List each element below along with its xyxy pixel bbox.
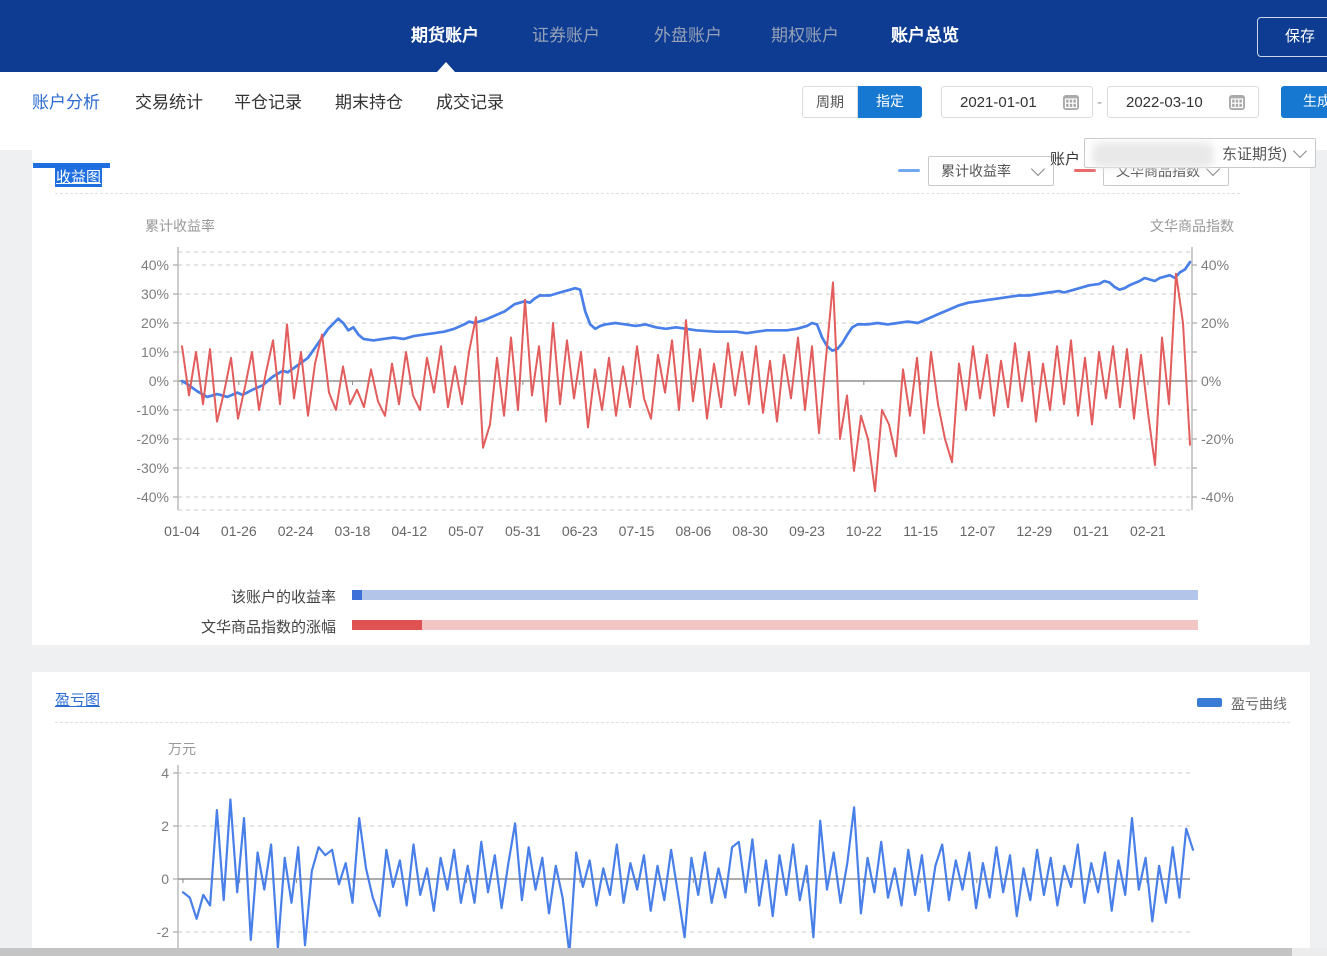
calendar-icon[interactable] xyxy=(1062,93,1080,111)
pnl-chart-svg[interactable]: 4 2 0 -2 xyxy=(32,730,1310,948)
account-visible-text: 东证期货) xyxy=(1222,145,1287,163)
topnav-tab-overview[interactable]: 账户总览 xyxy=(891,26,959,45)
subnav-tab-closed-positions[interactable]: 平仓记录 xyxy=(234,93,302,112)
account-select[interactable]: 东证期货) xyxy=(1084,138,1316,168)
svg-text:02-24: 02-24 xyxy=(278,523,314,539)
income-scrollbar-account[interactable] xyxy=(352,590,1198,600)
svg-text:04-12: 04-12 xyxy=(391,523,427,539)
svg-text:06-23: 06-23 xyxy=(562,523,598,539)
svg-text:0: 0 xyxy=(161,871,169,887)
account-name-blurred xyxy=(1092,142,1214,168)
svg-text:-40%: -40% xyxy=(136,489,169,505)
pnl-section-title[interactable]: 盈亏图 xyxy=(55,692,101,709)
pnl-legend-label: 盈亏曲线 xyxy=(1231,696,1287,712)
top-navbar: 期货账户 证券账户 外盘账户 期权账户 账户总览 保存 xyxy=(0,0,1327,72)
chevron-down-icon xyxy=(1030,161,1046,177)
income-legend-dash-red xyxy=(1074,169,1096,172)
horizontal-scrollbar-thumb[interactable] xyxy=(0,948,1292,956)
income-section-title[interactable]: 收益图 xyxy=(55,166,103,187)
pnl-title-separator xyxy=(55,722,1290,723)
svg-text:40%: 40% xyxy=(1201,257,1229,273)
save-button[interactable]: 保存 xyxy=(1257,17,1327,57)
topnav-tab-overseas[interactable]: 外盘账户 xyxy=(654,26,722,45)
topnav-tab-securities[interactable]: 证券账户 xyxy=(532,26,600,45)
date-range-separator: - xyxy=(1097,94,1102,111)
subnav-tab-deal-records[interactable]: 成交记录 xyxy=(436,93,504,112)
period-mode-button[interactable]: 周期 xyxy=(802,86,858,118)
svg-text:2: 2 xyxy=(161,818,169,834)
svg-text:05-31: 05-31 xyxy=(505,523,541,539)
income-chart-card xyxy=(32,150,1310,645)
income-scroll-label-index: 文华商品指数的涨幅 xyxy=(200,619,336,636)
chevron-down-icon xyxy=(1292,143,1308,159)
svg-text:09-23: 09-23 xyxy=(789,523,825,539)
svg-text:20%: 20% xyxy=(141,315,169,331)
start-date-value: 2021-01-01 xyxy=(960,93,1037,111)
account-label: 账户 xyxy=(1050,151,1081,168)
pnl-chart-card xyxy=(32,672,1310,948)
svg-text:40%: 40% xyxy=(141,257,169,273)
svg-text:0%: 0% xyxy=(149,373,169,389)
income-title-separator xyxy=(55,193,1240,194)
svg-text:05-07: 05-07 xyxy=(448,523,484,539)
income-chart-svg[interactable]: 40% 30% 20% 10% 0% -10% -20% -30% -40% 40% 20% 0% -2… xyxy=(32,195,1310,555)
svg-text:12-07: 12-07 xyxy=(960,523,996,539)
svg-text:10-22: 10-22 xyxy=(846,523,882,539)
svg-text:-30%: -30% xyxy=(136,460,169,476)
svg-text:08-30: 08-30 xyxy=(732,523,768,539)
subnav-band xyxy=(0,72,1327,150)
income-scrollbar-index[interactable] xyxy=(352,620,1198,630)
svg-text:01-26: 01-26 xyxy=(221,523,257,539)
income-scrollbar-account-thumb[interactable] xyxy=(352,590,362,600)
income-legend-dash-blue xyxy=(898,169,920,172)
svg-text:12-29: 12-29 xyxy=(1016,523,1052,539)
svg-text:01-04: 01-04 xyxy=(164,523,200,539)
svg-text:20%: 20% xyxy=(1201,315,1229,331)
income-scrollbar-index-thumb[interactable] xyxy=(352,620,422,630)
svg-text:11-15: 11-15 xyxy=(903,523,938,539)
start-date-input[interactable]: 2021-01-01 xyxy=(941,86,1093,118)
svg-text:-20%: -20% xyxy=(136,431,169,447)
income-right-axis-title: 文华商品指数 xyxy=(1150,218,1234,234)
subnav-tab-account-analysis[interactable]: 账户分析 xyxy=(32,93,100,112)
income-left-axis-title: 累计收益率 xyxy=(145,218,215,234)
topnav-tab-futures[interactable]: 期货账户 xyxy=(411,26,479,45)
svg-text:10%: 10% xyxy=(141,344,169,360)
income-series-select-left-value: 累计收益率 xyxy=(941,163,1011,179)
svg-text:30%: 30% xyxy=(141,286,169,302)
income-scroll-label-account: 该账户的收益率 xyxy=(230,589,336,606)
svg-text:-20%: -20% xyxy=(1201,431,1234,447)
svg-text:4: 4 xyxy=(161,765,169,781)
svg-text:01-21: 01-21 xyxy=(1073,523,1109,539)
assign-mode-button[interactable]: 指定 xyxy=(858,86,922,118)
topnav-tab-options[interactable]: 期权账户 xyxy=(771,26,839,45)
title-selection-bar xyxy=(33,163,110,168)
pnl-legend-marker xyxy=(1197,698,1222,707)
income-series-select-left[interactable]: 累计收益率 xyxy=(928,156,1054,186)
svg-text:-40%: -40% xyxy=(1201,489,1234,505)
end-date-value: 2022-03-10 xyxy=(1126,93,1203,111)
subnav-tab-end-holdings[interactable]: 期末持仓 xyxy=(335,93,403,112)
svg-text:02-21: 02-21 xyxy=(1130,523,1166,539)
svg-text:08-06: 08-06 xyxy=(675,523,711,539)
end-date-input[interactable]: 2022-03-10 xyxy=(1107,86,1259,118)
pnl-axis-unit: 万元 xyxy=(168,741,196,757)
svg-text:-10%: -10% xyxy=(136,402,169,418)
svg-text:-2: -2 xyxy=(157,924,170,940)
svg-text:03-18: 03-18 xyxy=(335,523,371,539)
svg-text:0%: 0% xyxy=(1201,373,1221,389)
calendar-icon[interactable] xyxy=(1228,93,1246,111)
svg-text:07-15: 07-15 xyxy=(619,523,655,539)
active-tab-caret-icon xyxy=(437,62,455,72)
generate-button[interactable]: 生成 xyxy=(1281,86,1327,118)
subnav-tab-trade-stats[interactable]: 交易统计 xyxy=(135,93,203,112)
